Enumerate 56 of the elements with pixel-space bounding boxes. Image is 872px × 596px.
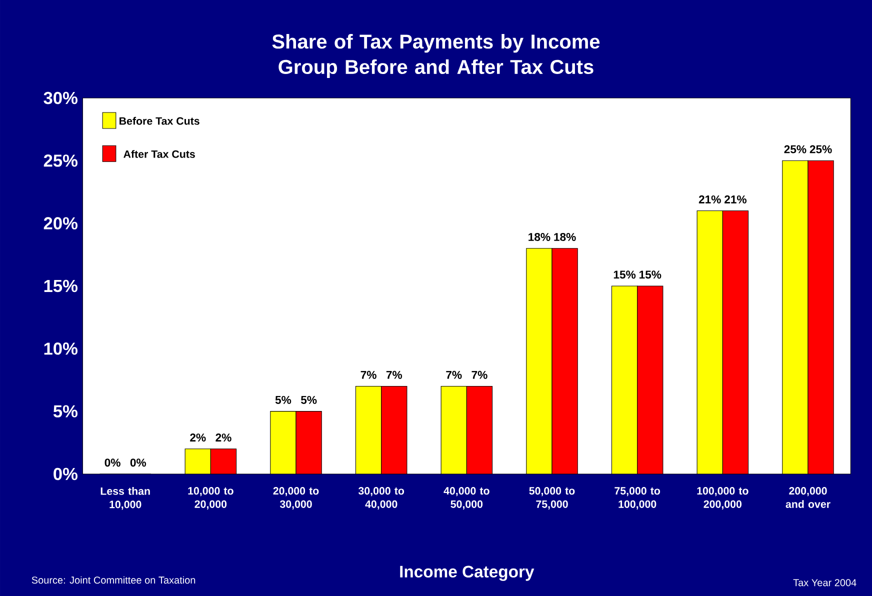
legend-label: Before Tax Cuts <box>120 116 200 125</box>
chart-title: Share of Tax Payments by Income Group Before and After Tax Cuts <box>272 34 600 78</box>
bar <box>696 210 723 474</box>
x-tick-label: Less than 10,000 <box>100 487 150 510</box>
data-label: 25% <box>810 145 832 154</box>
data-label: 7% <box>472 370 488 379</box>
text: Tax Year 2004 <box>793 579 856 586</box>
data-label: 15% <box>640 270 662 279</box>
x-tick-label: 30,000 to 40,000 <box>358 487 404 510</box>
data-label: 2% <box>216 434 232 442</box>
bar <box>637 286 664 474</box>
x-tick-label: 100,000 to 200,000 <box>697 487 748 510</box>
bar <box>270 411 296 474</box>
bar <box>611 286 638 474</box>
bar <box>782 160 808 474</box>
data-label: 15% <box>614 270 636 279</box>
source-note: Source: Joint Committee on Taxation <box>32 576 196 584</box>
y-tick-label: 25% <box>44 154 78 167</box>
x-tick-label: 20,000 to 30,000 <box>273 487 319 510</box>
bar <box>552 248 578 474</box>
data-label: 7% <box>386 370 402 379</box>
x-tick-label: 200,000 and over <box>786 487 830 508</box>
bar <box>441 386 467 474</box>
bar <box>722 210 749 474</box>
x-tick-label: 40,000 to 50,000 <box>444 487 490 510</box>
y-tick-label: 0% <box>54 468 78 480</box>
data-label: 0% <box>130 458 146 467</box>
bar <box>184 448 211 474</box>
y-tick-label: 5% <box>53 405 78 418</box>
x-tick-label: 10,000 to 20,000 <box>188 487 234 510</box>
data-label: 21% <box>698 195 721 204</box>
data-label: 18% <box>528 233 550 242</box>
data-label: 5% <box>300 396 317 404</box>
bar <box>526 248 552 474</box>
x-tick-label: 50,000 to 75,000 <box>529 487 575 510</box>
y-tick-label: 20% <box>44 217 78 230</box>
data-label: 7% <box>446 370 462 379</box>
data-label: 18% <box>554 233 576 242</box>
x-axis-title: Income Category <box>400 566 534 581</box>
bar <box>355 386 382 474</box>
y-tick-label: 30% <box>44 92 78 104</box>
data-label: 5% <box>275 396 292 404</box>
data-label: 2% <box>190 434 206 442</box>
x-tick-label: 75,000 to 100,000 <box>614 487 660 510</box>
y-tick-label: 15% <box>44 280 78 292</box>
bar <box>466 386 492 474</box>
data-label: 7% <box>360 370 376 379</box>
bar <box>210 448 237 474</box>
y-tick-label: 10% <box>44 342 78 355</box>
bar <box>808 160 834 474</box>
bar <box>381 386 408 474</box>
data-label: 21% <box>724 195 747 204</box>
bar <box>296 411 322 474</box>
data-label: 25% <box>784 145 806 154</box>
legend-label: After Tax Cuts <box>124 150 195 158</box>
data-label: 0% <box>104 458 120 467</box>
